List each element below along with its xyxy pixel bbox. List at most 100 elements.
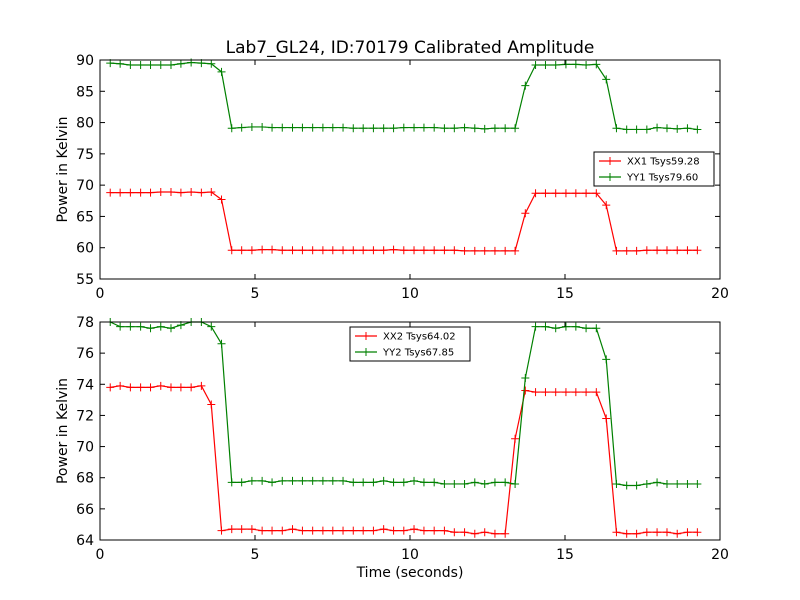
data-point	[227, 525, 236, 534]
data-point	[258, 122, 267, 131]
data-point	[207, 400, 216, 409]
data-point	[318, 246, 327, 255]
data-point	[166, 324, 175, 333]
data-point	[622, 529, 631, 538]
y-axis-label: Power in Kelvin	[55, 378, 71, 484]
data-point	[278, 123, 287, 132]
legend-box	[593, 151, 715, 187]
data-point	[359, 246, 368, 255]
data-point	[156, 322, 165, 331]
data-point	[197, 188, 206, 197]
x-tick-label: 20	[711, 286, 729, 302]
data-point	[582, 388, 591, 397]
data-point	[156, 61, 165, 70]
data-point	[166, 188, 175, 197]
data-point	[490, 124, 499, 133]
data-point	[308, 476, 317, 485]
data-point	[632, 246, 641, 255]
x-tick-label: 5	[251, 286, 260, 302]
data-point	[116, 322, 125, 331]
data-point	[571, 322, 580, 331]
y-tick-label: 55	[76, 272, 94, 288]
x-tick-label: 5	[251, 547, 260, 563]
y-tick-label: 75	[76, 147, 94, 163]
data-point	[379, 476, 388, 485]
data-point	[612, 246, 621, 255]
data-point	[389, 245, 398, 254]
data-point	[460, 123, 469, 132]
data-point	[328, 526, 337, 535]
data-point	[511, 124, 520, 133]
data-point	[410, 123, 419, 132]
data-point	[146, 324, 155, 333]
data-point	[470, 246, 479, 255]
data-point	[116, 59, 125, 68]
data-point	[521, 81, 530, 90]
series-xx1-tsys59-28	[106, 188, 702, 255]
data-point	[339, 526, 348, 535]
x-tick-label: 0	[96, 547, 105, 563]
data-point	[328, 123, 337, 132]
y-tick-label: 60	[76, 241, 94, 257]
legend: XX1 Tsys59.28 YY1 Tsys79.60	[593, 151, 715, 187]
data-point	[258, 476, 267, 485]
data-point	[369, 246, 378, 255]
y-tick-label: 68	[76, 471, 94, 487]
data-point	[440, 124, 449, 133]
data-point	[328, 246, 337, 255]
data-point	[551, 388, 560, 397]
data-point	[247, 246, 256, 255]
data-point	[258, 245, 267, 254]
data-point	[379, 246, 388, 255]
data-point	[187, 188, 196, 197]
data-point	[359, 124, 368, 133]
data-point	[501, 478, 510, 487]
y-tick-label: 64	[76, 533, 94, 549]
data-point	[278, 246, 287, 255]
data-point	[693, 246, 702, 255]
data-point	[227, 246, 236, 255]
data-point	[561, 322, 570, 331]
x-tick-label: 15	[556, 286, 574, 302]
data-point	[268, 123, 277, 132]
data-point	[176, 383, 185, 392]
data-point	[308, 123, 317, 132]
data-point	[288, 476, 297, 485]
data-point	[653, 123, 662, 132]
data-point	[399, 526, 408, 535]
data-point	[602, 75, 611, 84]
data-point	[258, 526, 267, 535]
data-point	[582, 324, 591, 333]
data-point	[602, 355, 611, 364]
data-point	[166, 383, 175, 392]
data-point	[612, 124, 621, 133]
data-point	[511, 246, 520, 255]
data-point	[419, 123, 428, 132]
data-point	[237, 525, 246, 534]
legend-label: XX2 Tsys64.02	[383, 332, 456, 343]
data-point	[288, 246, 297, 255]
x-tick-label: 0	[96, 286, 105, 302]
data-point	[602, 414, 611, 423]
y-tick-label: 90	[76, 53, 94, 69]
data-point	[136, 188, 145, 197]
data-point	[470, 529, 479, 538]
data-point	[450, 479, 459, 488]
data-point	[622, 246, 631, 255]
data-point	[551, 324, 560, 333]
data-point	[440, 526, 449, 535]
data-point	[278, 476, 287, 485]
data-point	[592, 60, 601, 69]
data-point	[612, 479, 621, 488]
data-point	[612, 528, 621, 537]
data-point	[460, 479, 469, 488]
data-point	[511, 434, 520, 443]
data-point	[622, 125, 631, 134]
data-point	[247, 476, 256, 485]
data-point	[571, 189, 580, 198]
data-point	[521, 209, 530, 218]
data-point	[693, 528, 702, 537]
data-point	[106, 188, 115, 197]
data-point	[399, 478, 408, 487]
